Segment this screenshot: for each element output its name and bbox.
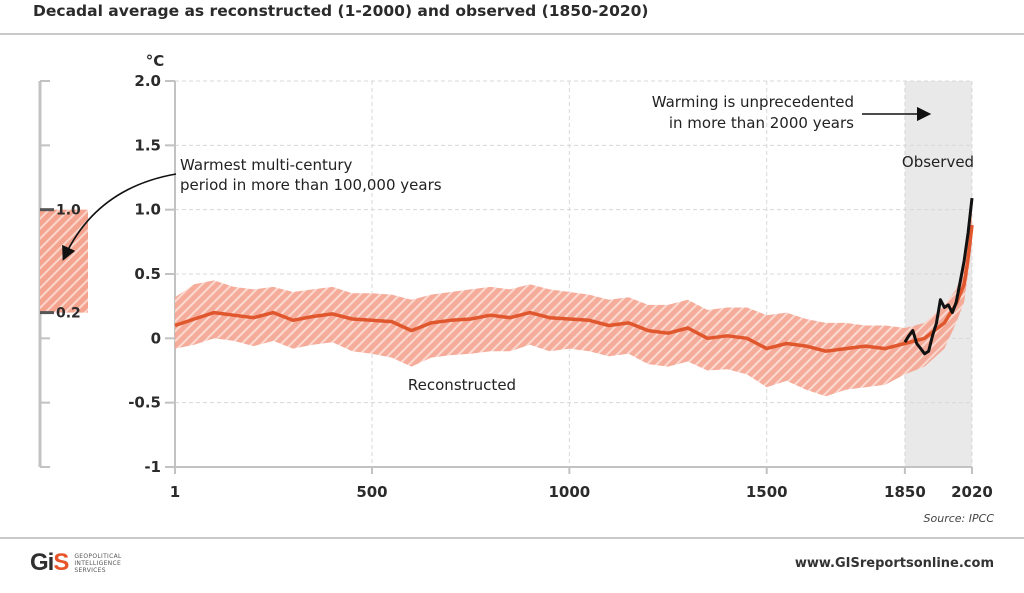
warmest-period-annotation: Warmest multi-century period in more than… — [180, 156, 442, 194]
x-tick-label: 1850 — [884, 483, 926, 501]
x-tick-label: 1 — [170, 483, 180, 501]
logo-line: GEOPOLITICAL — [74, 552, 122, 560]
reconstructed-label: Reconstructed — [408, 376, 516, 394]
observed-series-line — [903, 197, 974, 356]
gis-logo: GiS GEOPOLITICAL INTELLIGENCE SERVICES — [30, 549, 122, 577]
website-link[interactable]: www.GISreportsonline.com — [794, 556, 994, 571]
y-tick-label: 2.0 — [134, 72, 161, 90]
warmest-period-arrow — [62, 173, 177, 261]
y-tick-label: -1 — [144, 458, 161, 476]
annotation-line: Warming is unprecedented — [652, 93, 854, 111]
annotation-line: in more than 2000 years — [669, 114, 854, 132]
temperature-chart: 2.01.51.00.50-0.5-1°C1 500 1000 1500 1850 202… — [38, 52, 993, 501]
chart-annotations: Warmest multi-century period in more than… — [62, 93, 974, 394]
y-tick-label: 1.5 — [134, 136, 161, 154]
inset-range-bar: 1.0 0.2 — [38, 80, 88, 468]
x-tick-label: 1500 — [746, 483, 788, 501]
logo-line: INTELLIGENCE — [74, 559, 122, 567]
x-tick-label: 1000 — [548, 483, 590, 501]
y-axis-unit-label: °C — [146, 52, 165, 70]
bottom-divider — [0, 537, 1024, 539]
observed-label: Observed — [902, 153, 974, 171]
chart-grid — [175, 80, 973, 467]
annotation-line: period in more than 100,000 years — [180, 176, 442, 194]
unprecedented-warming-annotation: Warming is unprecedented in more than 200… — [652, 93, 854, 132]
axis-ticks: 2.01.51.00.50-0.5-1°C1 500 1000 1500 1850 202… — [128, 52, 993, 501]
annotation-line: Warmest multi-century — [180, 156, 353, 174]
y-tick-label: 1.0 — [134, 201, 161, 219]
y-tick-label: 0 — [151, 329, 161, 347]
logo-mark: GiS — [30, 549, 69, 576]
x-tick-label: 500 — [356, 483, 387, 501]
y-tick-label: -0.5 — [128, 394, 161, 412]
x-tick-label: 2020 — [951, 483, 993, 501]
top-divider — [0, 33, 1024, 35]
chart-subtitle: Decadal average as reconstructed (1-2000… — [33, 2, 649, 20]
inset-range-rect — [40, 209, 88, 313]
reconstructed-series-line — [174, 224, 974, 353]
reconstruction-uncertainty-band — [175, 209, 972, 397]
y-tick-label: 0.5 — [134, 265, 161, 283]
logo-text: GEOPOLITICAL INTELLIGENCE SERVICES — [74, 553, 121, 574]
logo-line: SERVICES — [74, 566, 106, 574]
inset-bottom-label: 0.2 — [56, 306, 81, 322]
source-credit: Source: IPCC — [923, 512, 994, 525]
inset-top-label: 1.0 — [56, 203, 81, 219]
